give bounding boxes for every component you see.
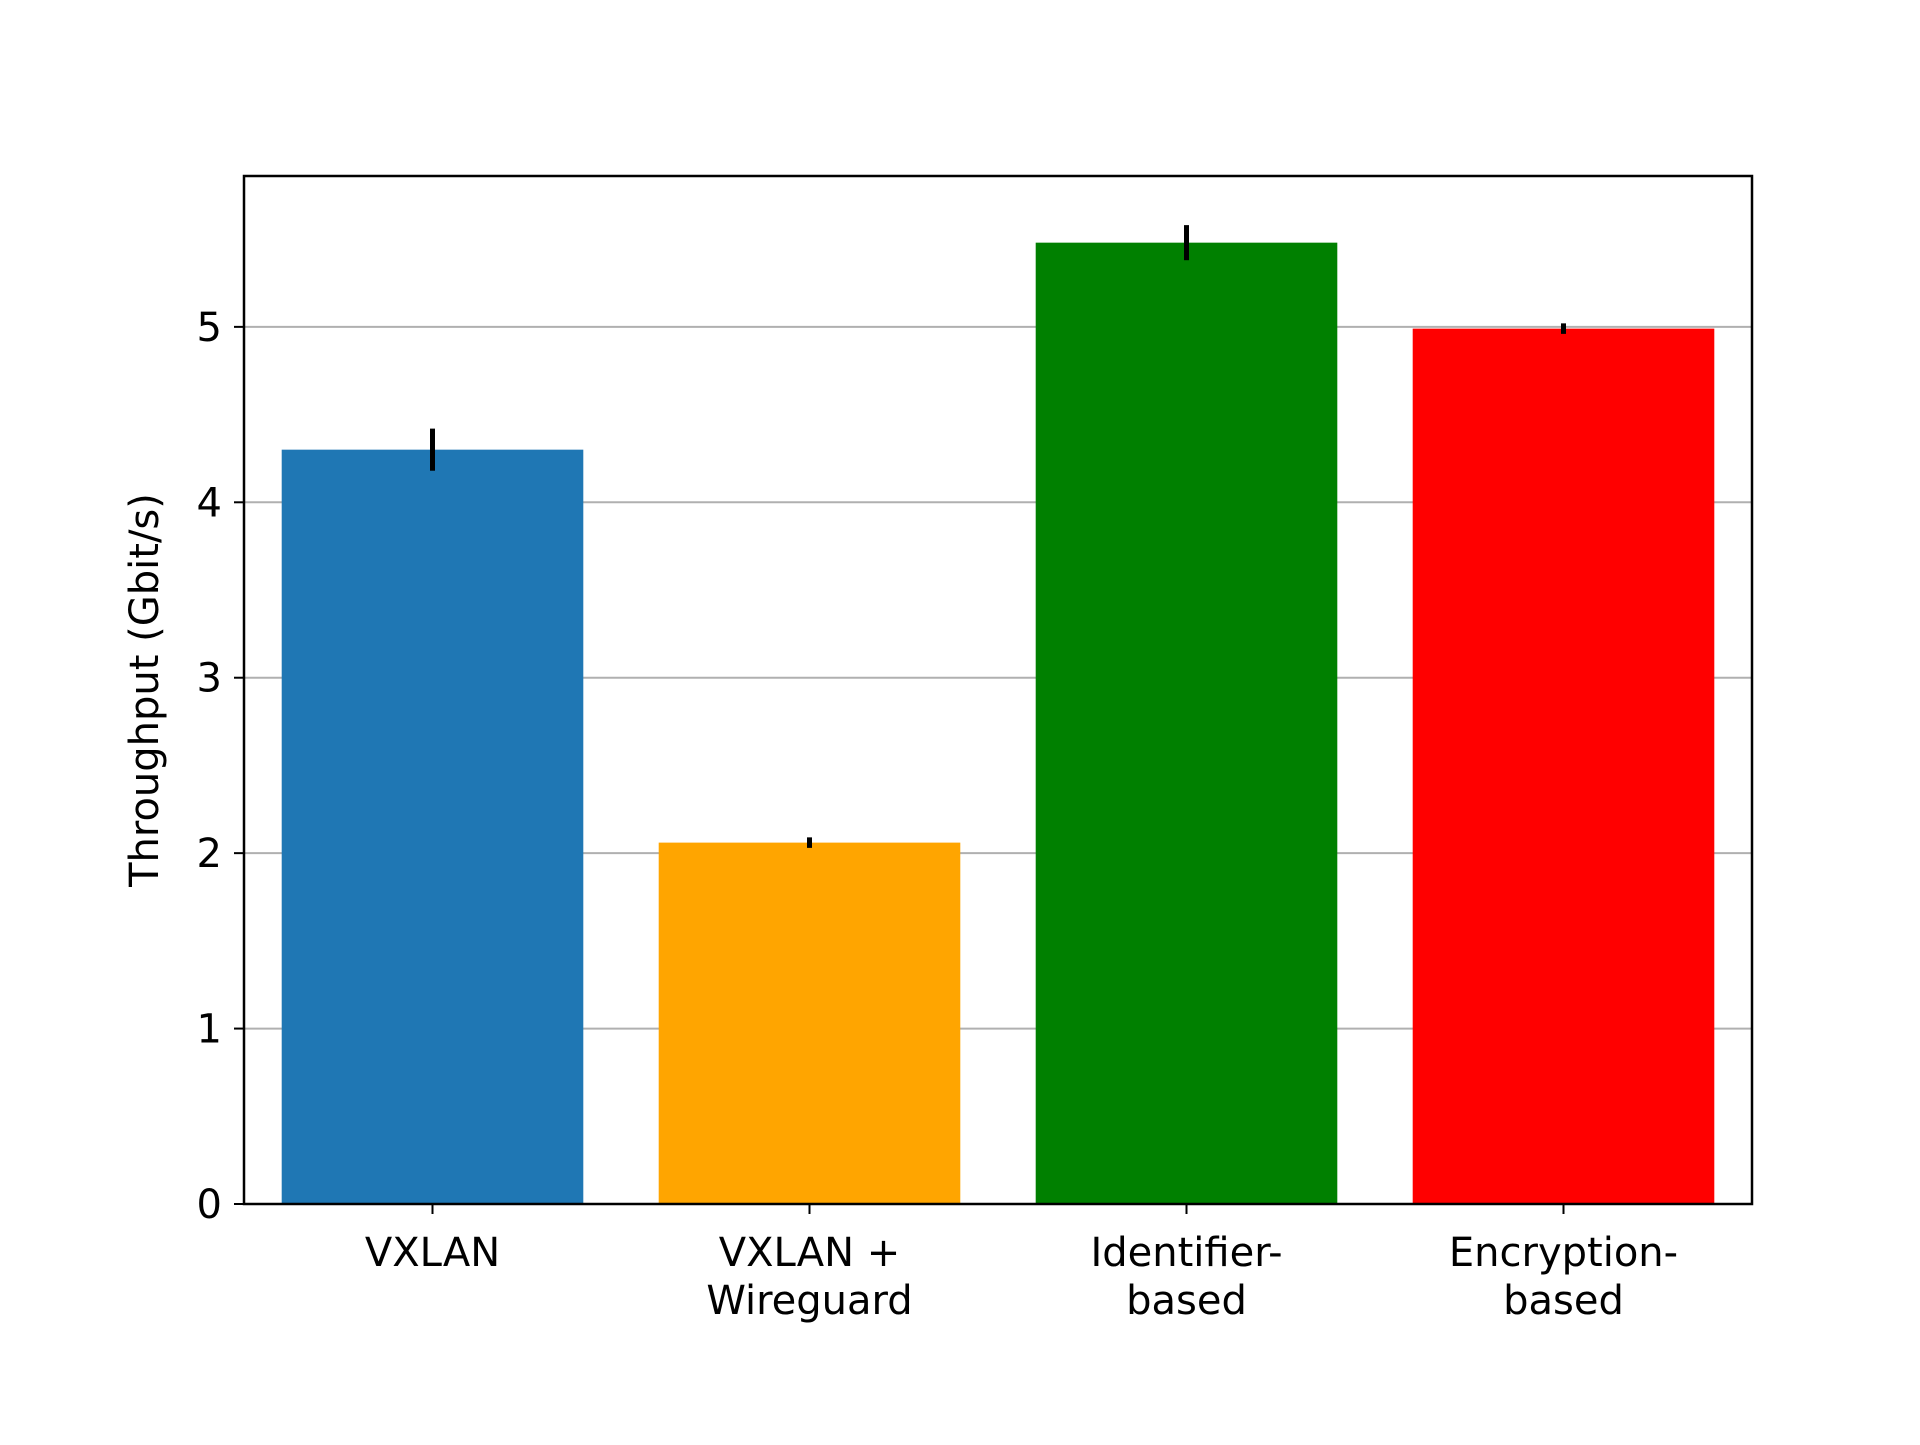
x-tick-label-line: VXLAN xyxy=(365,1230,500,1276)
x-tick-label-3: Identifier-based xyxy=(1090,1230,1282,1324)
bar-2 xyxy=(658,842,961,1204)
y-tick-label-4: 4 xyxy=(197,480,222,526)
y-tick-label-3: 3 xyxy=(197,656,222,702)
x-tick-label-line: Identifier- xyxy=(1090,1230,1282,1276)
x-tick-label-1: VXLAN xyxy=(365,1230,500,1276)
x-tick-label-line: VXLAN + xyxy=(719,1230,900,1276)
x-tick-label-line: based xyxy=(1503,1278,1624,1324)
x-tick-label-2: VXLAN + Wireguard xyxy=(706,1230,912,1324)
y-axis-label: Throughput (Gbit/s) xyxy=(122,493,168,888)
x-tick-label-line: Encryption- xyxy=(1449,1230,1678,1276)
bar-1 xyxy=(281,449,584,1204)
x-tick-label-line: based xyxy=(1126,1278,1247,1324)
bar-3 xyxy=(1035,242,1338,1204)
y-ticks: 0 1 2 3 4 5 xyxy=(197,305,244,1228)
x-ticks: VXLAN VXLAN + WireguardIdentifier-basedEnc… xyxy=(365,1204,1678,1324)
bar-4 xyxy=(1412,328,1715,1204)
y-tick-label-1: 1 xyxy=(197,1007,222,1053)
plot-frame xyxy=(242,174,1754,1206)
x-tick-label-4: Encryption-based xyxy=(1449,1230,1678,1324)
error-bars xyxy=(430,225,1566,848)
y-tick-label-0: 0 xyxy=(197,1182,222,1228)
y-tick-label-5: 5 xyxy=(197,305,222,351)
x-tick-label-line: Wireguard xyxy=(706,1278,912,1324)
y-tick-label-2: 2 xyxy=(197,831,222,877)
axes xyxy=(242,174,1754,1206)
bars xyxy=(281,242,1715,1204)
